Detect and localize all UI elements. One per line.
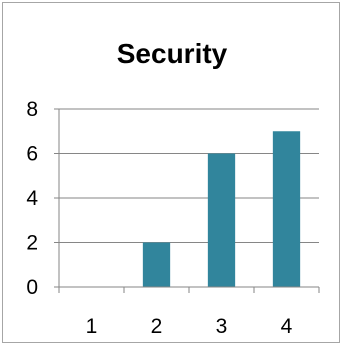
bars (142, 131, 301, 287)
bar-4 (272, 131, 301, 287)
y-tick-label: 0 (26, 276, 38, 299)
y-tick-label: 2 (26, 232, 38, 255)
y-tick-label: 4 (26, 187, 38, 210)
y-tick-label: 8 (26, 98, 38, 121)
chart-title: Security (116, 38, 228, 69)
bar-2 (142, 242, 171, 287)
x-tick-label: 4 (281, 315, 293, 338)
y-tick-label: 6 (26, 143, 38, 166)
axes (54, 108, 320, 293)
x-tick-labels: 1 2 3 4 (86, 315, 293, 338)
x-tick-label: 1 (86, 315, 98, 338)
x-tick-label: 2 (151, 315, 163, 338)
x-tick-label: 3 (216, 315, 228, 338)
bar-3 (207, 153, 236, 287)
y-tick-labels: 0 2 4 6 8 (26, 98, 38, 299)
